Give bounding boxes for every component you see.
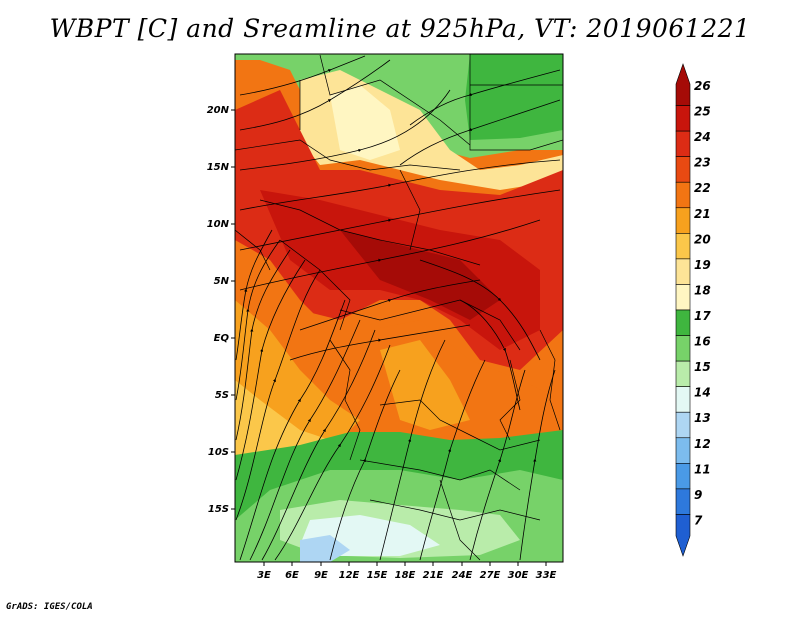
colorbar-label: 25: [694, 105, 711, 119]
lat-axis: 20N 15N 10N 5N EQ 5S 10S 15S: [207, 105, 235, 515]
colorbar-label: 17: [694, 309, 711, 323]
colorbar-label: 19: [694, 258, 711, 272]
colorbar-label: 23: [694, 156, 711, 170]
colorbar-swatch: [675, 386, 691, 413]
lon-label: 33E: [536, 570, 557, 581]
lat-label: EQ: [214, 333, 230, 344]
colorbar-swatch: [675, 463, 691, 490]
lat-label: 5N: [214, 276, 230, 287]
colorbar-swatch: [675, 207, 691, 234]
lat-label: 20N: [207, 105, 230, 116]
colorbar-label: 20: [694, 232, 711, 246]
lat-label: 15S: [208, 504, 229, 515]
colorbar-label: 24: [694, 130, 711, 144]
colorbar-swatch: [675, 309, 691, 336]
colorbar-swatch: [675, 360, 691, 387]
colorbar-label: 7: [694, 513, 703, 527]
colorbar-swatch: [675, 514, 691, 557]
colorbar-swatch: [675, 258, 691, 285]
colorbar-label: 22: [694, 181, 711, 195]
lat-label: 15N: [207, 162, 230, 173]
colorbar-swatch: [675, 181, 691, 209]
colorbar-swatch: [675, 411, 691, 439]
lon-label: 9E: [314, 570, 328, 581]
colorbar-swatch: [675, 156, 691, 183]
colorbar-label: 21: [694, 207, 711, 221]
lat-label: 5S: [215, 390, 229, 401]
lon-label: 18E: [395, 570, 416, 581]
colorbar-label: 16: [694, 335, 711, 349]
colorbar-swatch: [675, 488, 691, 515]
lat-label: 10S: [208, 447, 229, 458]
lon-label: 6E: [285, 570, 299, 581]
lon-label: 24E: [452, 570, 473, 581]
colorbar-swatch: [675, 105, 691, 132]
colorbar-swatch: [675, 233, 691, 260]
map-title: WBPT [C] and Sreamline at 925hPa, VT: 20…: [49, 14, 751, 43]
colorbar-swatch: [675, 284, 691, 311]
credit-label: GrADS: IGES/COLA: [6, 602, 93, 612]
lon-label: 27E: [480, 570, 501, 581]
colorbar-swatch: [675, 130, 691, 157]
colorbar-swatch: [675, 437, 691, 464]
colorbar-label: 9: [694, 488, 702, 502]
lat-label: 10N: [207, 219, 230, 230]
lon-label: 21E: [423, 570, 444, 581]
map-frame: [234, 53, 564, 563]
lon-label: 15E: [367, 570, 388, 581]
colorbar-label: 11: [694, 462, 711, 476]
colorbar-label: 12: [694, 437, 711, 451]
lon-label: 3E: [257, 570, 271, 581]
colorbar: 26 25 24 23 22 21 20 19 18 17 16 15 14 13 12 11 9 7: [675, 63, 711, 557]
lon-label: 12E: [339, 570, 360, 581]
colorbar-swatch: [675, 335, 691, 362]
colorbar-label: 18: [694, 283, 711, 297]
colorbar-label: 14: [694, 386, 711, 400]
colorbar-label: 13: [694, 411, 711, 425]
streamlines: [235, 55, 561, 561]
wbpt-field: [235, 54, 563, 562]
lon-label: 30E: [508, 570, 529, 581]
colorbar-label: 15: [694, 360, 711, 374]
colorbar-swatch: [675, 63, 691, 106]
colorbar-label: 26: [694, 79, 711, 93]
lon-axis: 3E 6E 9E 12E 15E 18E 21E 24E 27E 30E 33E: [257, 562, 557, 581]
